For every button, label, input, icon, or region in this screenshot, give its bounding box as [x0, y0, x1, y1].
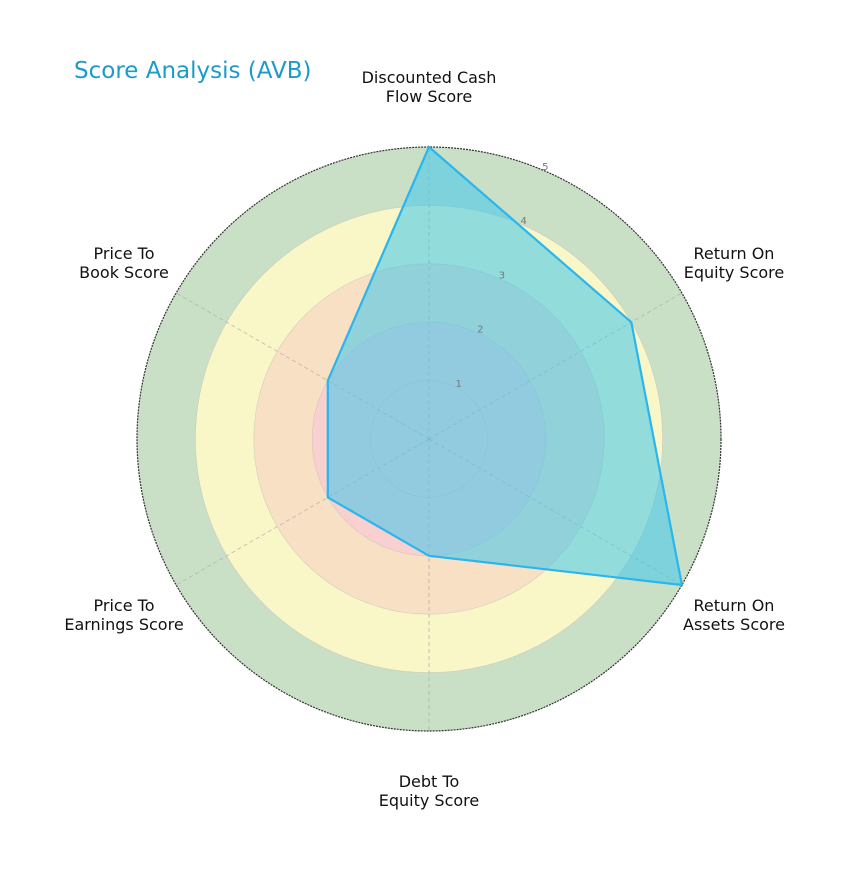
axis-label: Return On Equity Score	[684, 244, 785, 282]
axis-label-line: Equity Score	[684, 263, 785, 282]
axis-label-line: Assets Score	[683, 615, 785, 634]
radial-tick-label: 2	[477, 325, 483, 336]
chart-title: Score Analysis (AVB)	[74, 58, 312, 84]
radial-tick-label: 3	[499, 270, 505, 281]
axis-label: Return On Assets Score	[683, 596, 785, 634]
axis-label-line: Flow Score	[386, 87, 472, 106]
axis-label-line: Return On	[694, 244, 775, 263]
axis-label-line: Earnings Score	[64, 615, 183, 634]
axis-label-line: Price To	[94, 244, 155, 263]
axis-label-line: Debt To	[399, 772, 460, 791]
radial-tick-label: 1	[455, 379, 461, 390]
axis-label-line: Book Score	[79, 263, 169, 282]
axis-label: Price To Earnings Score	[64, 596, 183, 634]
data-polygon	[326, 145, 684, 587]
radial-tick-label: 4	[520, 216, 526, 227]
axis-label-line: Equity Score	[379, 791, 480, 810]
axis-label: Debt To Equity Score	[379, 772, 480, 810]
axis-label-line: Price To	[94, 596, 155, 615]
axis-label: Discounted Cash Flow Score	[362, 68, 497, 106]
radial-tick-label: 5	[542, 162, 548, 173]
axis-label-line: Return On	[694, 596, 775, 615]
axis-label-line: Discounted Cash	[362, 68, 497, 87]
axis-label: Price To Book Score	[79, 244, 169, 282]
